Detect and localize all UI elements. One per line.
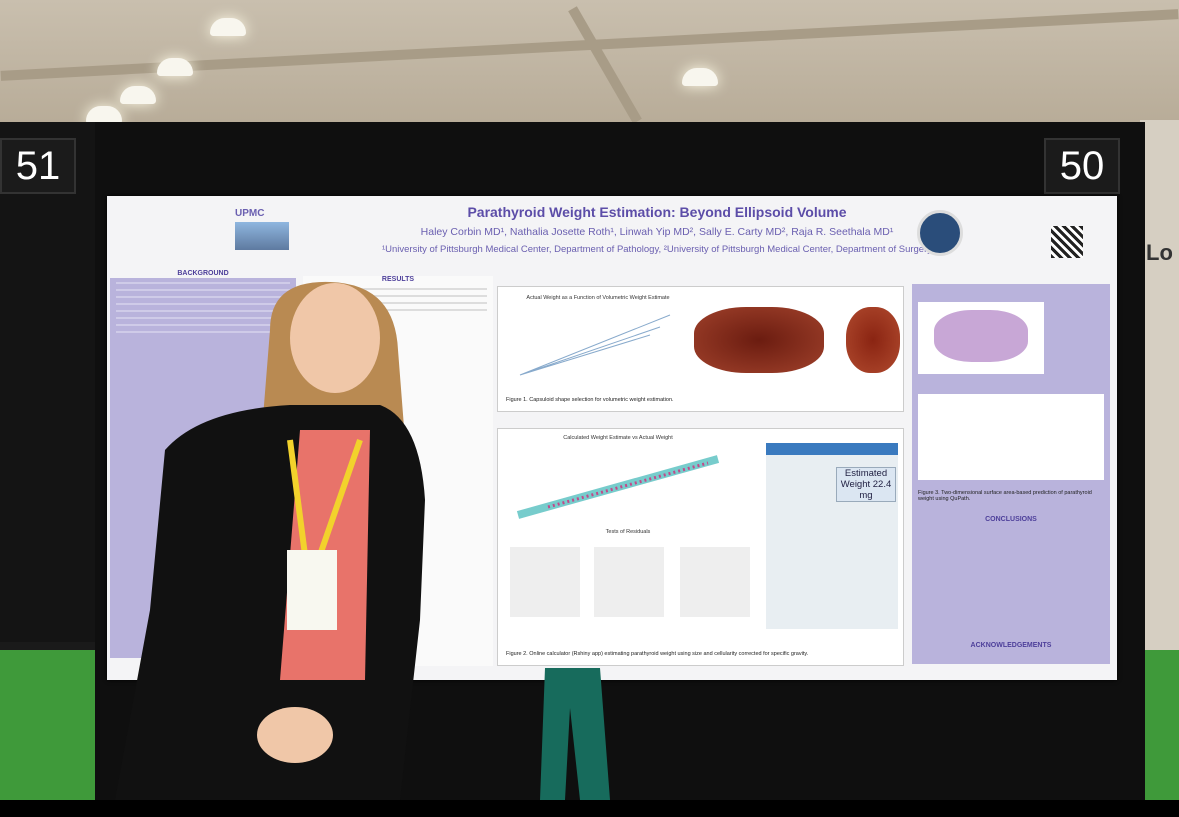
booth-panel xyxy=(0,122,98,642)
calculator-panel: Estimated Weight 22.4 mg xyxy=(766,443,898,629)
chart-title: Actual Weight as a Function of Volumetri… xyxy=(526,295,670,301)
lamp xyxy=(210,18,246,36)
bottom-bar xyxy=(0,800,1179,817)
qr-code xyxy=(1051,226,1083,258)
scatter-plot xyxy=(516,455,720,519)
section-header: ACKNOWLEDGEMENTS xyxy=(970,642,1052,649)
logo: UPMC xyxy=(235,208,265,219)
fit-line xyxy=(519,314,671,376)
wall-sign: Lo xyxy=(1146,240,1173,265)
lamp xyxy=(157,58,193,76)
wall xyxy=(1140,120,1179,680)
chart-title: Calculated Weight Estimate vs Actual Wei… xyxy=(563,435,673,441)
chart-title: Tests of Residuals xyxy=(605,529,651,535)
figure-panel: Calculated Weight Estimate vs Actual Wei… xyxy=(497,428,904,666)
logo-image xyxy=(235,222,289,250)
figure-caption: Figure 2. Online calculator (Rshiny app)… xyxy=(506,651,809,657)
affiliations: ¹University of Pittsburgh Medical Center… xyxy=(381,244,932,255)
specimen-image xyxy=(694,307,824,373)
section-header: BACKGROUND xyxy=(177,270,229,277)
tissue-image xyxy=(918,302,1044,374)
lanyard xyxy=(287,439,363,556)
booth-number: 50 xyxy=(1044,138,1120,194)
authors: Haley Corbin MD¹, Nathalia Josette Roth¹… xyxy=(420,226,894,238)
passerby-legs xyxy=(540,668,610,800)
fit-band xyxy=(516,455,720,519)
hands xyxy=(257,707,333,763)
histogram xyxy=(680,547,750,617)
tissue-section xyxy=(934,310,1028,362)
scatter-plot xyxy=(918,394,1104,480)
figure-caption: Figure 3. Two-dimensional surface area-b… xyxy=(918,490,1092,502)
lamp xyxy=(120,86,156,104)
passerby xyxy=(540,668,610,800)
scatter-plot xyxy=(519,314,671,376)
lamp xyxy=(682,68,718,86)
seal xyxy=(917,210,963,256)
face xyxy=(290,283,380,393)
ceiling xyxy=(0,0,1179,130)
figure-caption: Figure 1. Capsuloid shape selection for … xyxy=(506,397,674,403)
section-header: RESULTS xyxy=(381,276,415,283)
badge xyxy=(287,550,337,630)
qq-plot xyxy=(594,547,664,617)
figure-panel: Actual Weight as a Function of Volumetri… xyxy=(497,286,904,412)
person xyxy=(257,281,405,763)
residual-plot xyxy=(510,547,580,617)
section-header: CONCLUSIONS xyxy=(985,516,1037,523)
right-column: Figure 3. Two-dimensional surface area-b… xyxy=(912,284,1110,664)
specimen-image xyxy=(846,307,900,373)
calculator-output: Estimated Weight 22.4 mg xyxy=(836,467,896,502)
poster-title: Parathyroid Weight Estimation: Beyond El… xyxy=(467,204,847,220)
booth-number: 51 xyxy=(0,138,76,194)
lamp xyxy=(86,106,122,124)
calculator-header xyxy=(766,443,898,455)
